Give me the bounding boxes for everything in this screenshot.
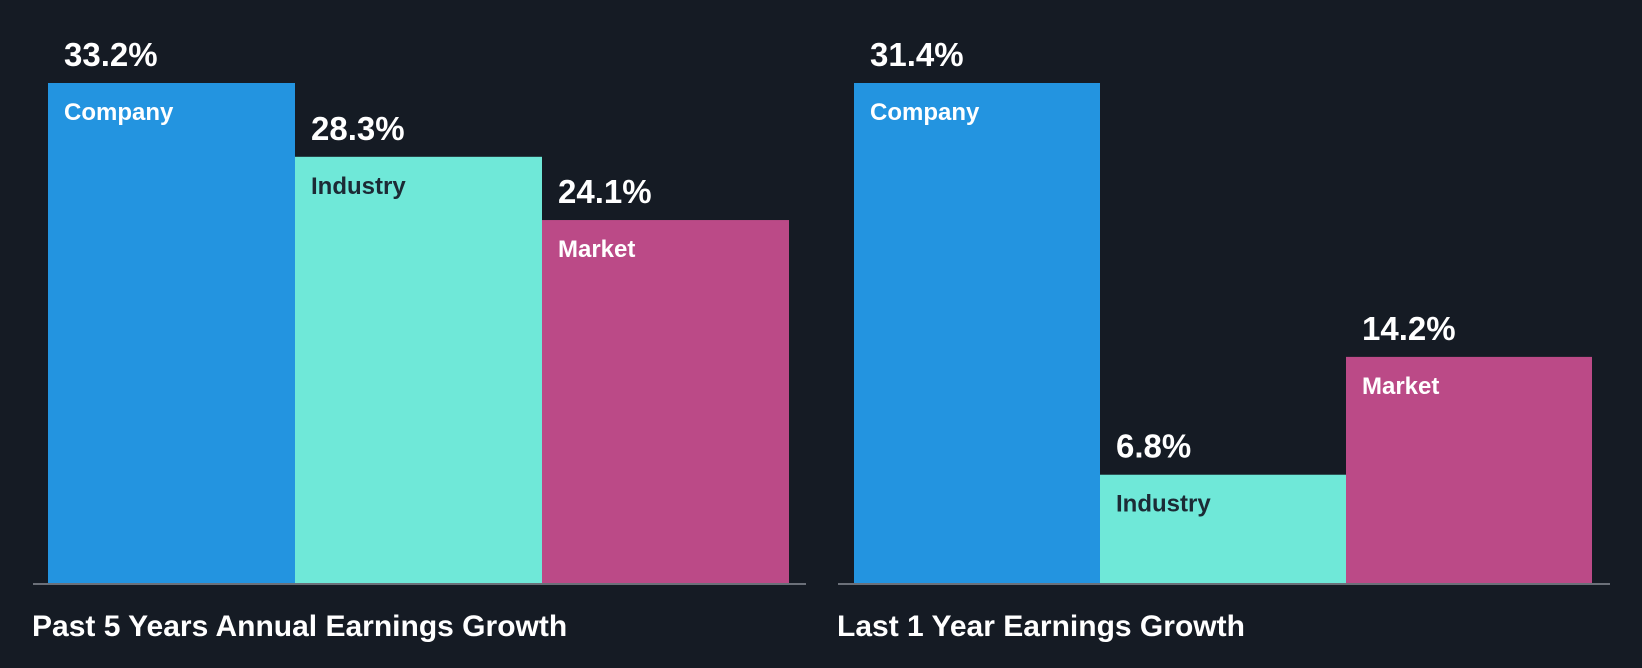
- bar-label-market: Market: [558, 236, 635, 263]
- value-label-company: 33.2%: [64, 36, 158, 73]
- bar-market: [1346, 356, 1592, 583]
- bar-label-company: Company: [870, 99, 980, 126]
- bar-company: [48, 83, 295, 583]
- value-label-industry: 28.3%: [311, 110, 405, 147]
- panel-past-5-years: 33.2% Company 28.3% Industry 24.1% Market Past…: [32, 36, 806, 643]
- bar-industry: [295, 156, 542, 584]
- bar-company: [854, 83, 1100, 583]
- bar-label-company: Company: [64, 99, 174, 126]
- value-label-company: 31.4%: [870, 36, 964, 73]
- value-label-industry: 6.8%: [1116, 428, 1191, 465]
- bar-label-market: Market: [1362, 373, 1439, 400]
- panel-last-1-year: 31.4% Company 6.8% Industry 14.2% Market Last …: [837, 36, 1610, 643]
- bar-industry: [1100, 474, 1346, 583]
- bar-label-industry: Industry: [311, 173, 406, 200]
- value-label-market: 24.1%: [558, 173, 652, 210]
- value-label-market: 14.2%: [1362, 310, 1456, 347]
- panel-title: Past 5 Years Annual Earnings Growth: [32, 610, 567, 643]
- bar-market: [542, 220, 789, 583]
- panel-title: Last 1 Year Earnings Growth: [837, 610, 1245, 643]
- bar-label-industry: Industry: [1116, 491, 1211, 518]
